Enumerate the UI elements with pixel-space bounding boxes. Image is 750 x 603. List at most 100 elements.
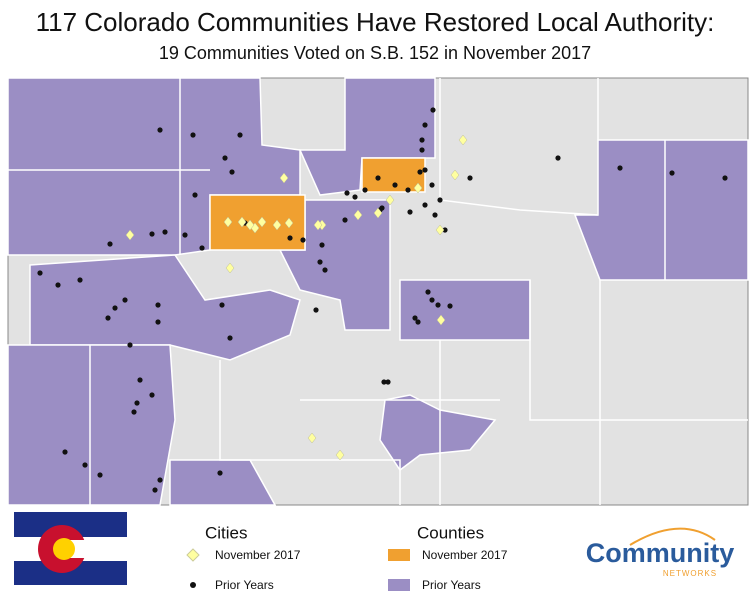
- city-prior: [287, 235, 293, 241]
- city-nov-2017: [284, 217, 294, 229]
- city-prior: [317, 259, 323, 265]
- city-prior: [300, 237, 306, 243]
- city-prior: [429, 182, 435, 188]
- city-prior: [155, 302, 161, 308]
- city-prior: [222, 155, 228, 161]
- city-nov-2017: [413, 182, 423, 194]
- city-prior: [419, 147, 425, 153]
- city-nov-2017: [279, 172, 289, 184]
- legend-title: Counties: [417, 523, 484, 542]
- city-prior: [429, 297, 435, 303]
- city-prior: [62, 449, 68, 455]
- legend-swatch: [388, 549, 410, 561]
- city-prior: [375, 175, 381, 181]
- city-nov-2017: [458, 134, 468, 146]
- city-prior: [617, 165, 623, 171]
- city-prior: [217, 470, 223, 476]
- city-prior: [422, 122, 428, 128]
- city-prior: [192, 192, 198, 198]
- city-prior: [669, 170, 675, 176]
- city-nov-2017: [335, 449, 345, 461]
- city-prior: [227, 335, 233, 341]
- city-prior: [417, 169, 423, 175]
- city-prior: [107, 241, 113, 247]
- city-prior: [199, 245, 205, 251]
- city-prior: [131, 409, 137, 415]
- city-prior: [432, 212, 438, 218]
- logo: Community NETWORKS: [586, 527, 735, 578]
- city-nov-2017: [125, 229, 135, 241]
- city-prior: [344, 190, 350, 196]
- legend-dot: [190, 582, 196, 588]
- city-prior: [82, 462, 88, 468]
- city-prior: [425, 289, 431, 295]
- city-prior: [437, 197, 443, 203]
- city-prior: [190, 132, 196, 138]
- city-prior: [97, 472, 103, 478]
- city-prior: [412, 315, 418, 321]
- city-prior: [342, 217, 348, 223]
- map: [7, 77, 749, 506]
- colorado-flag: [14, 512, 127, 585]
- city-prior: [127, 342, 133, 348]
- subtitle: 19 Communities Voted on S.B. 152 in Nove…: [159, 43, 591, 63]
- city-prior: [55, 282, 61, 288]
- city-prior: [149, 231, 155, 237]
- city-nov-2017: [223, 216, 233, 228]
- city-prior: [157, 477, 163, 483]
- city-nov-2017: [353, 209, 363, 221]
- city-prior: [392, 182, 398, 188]
- city-prior: [422, 167, 428, 173]
- city-prior: [157, 127, 163, 133]
- city-nov-2017: [313, 219, 323, 231]
- city-prior: [405, 187, 411, 193]
- city-prior: [219, 302, 225, 308]
- city-prior: [37, 270, 43, 276]
- city-prior: [555, 155, 561, 161]
- city-nov-2017: [307, 432, 317, 444]
- county-borders: [8, 78, 748, 505]
- city-nov-2017: [245, 219, 255, 231]
- city-prior: [362, 187, 368, 193]
- city-nov-2017: [435, 224, 445, 236]
- city-prior: [352, 194, 358, 200]
- city-prior: [422, 202, 428, 208]
- legend-title: Cities: [205, 523, 248, 542]
- city-prior: [419, 137, 425, 143]
- city-nov-2017: [257, 216, 267, 228]
- city-prior: [722, 175, 728, 181]
- city-prior: [447, 303, 453, 309]
- city-prior: [407, 209, 413, 215]
- city-prior: [237, 132, 243, 138]
- city-nov-2017: [237, 216, 247, 228]
- city-nov-2017: [436, 314, 446, 326]
- city-prior: [435, 302, 441, 308]
- city-nov-2017: [385, 194, 395, 206]
- city-nov-2017: [450, 169, 460, 181]
- logo-subtext: NETWORKS: [663, 569, 717, 578]
- city-prior: [467, 175, 473, 181]
- cities: [37, 107, 728, 493]
- legend-swatch: [388, 579, 410, 591]
- city-prior: [229, 169, 235, 175]
- prior-counties: [7, 77, 749, 506]
- city-prior: [77, 277, 83, 283]
- city-prior: [155, 319, 161, 325]
- city-prior: [105, 315, 111, 321]
- city-prior: [415, 319, 421, 325]
- nov-2017-counties: [209, 157, 426, 251]
- city-prior: [112, 305, 118, 311]
- city-prior: [134, 400, 140, 406]
- legend-label: November 2017: [422, 548, 508, 562]
- city-prior: [162, 229, 168, 235]
- city-nov-2017: [373, 207, 383, 219]
- logo-text: Community: [586, 538, 735, 568]
- legend-label: November 2017: [215, 548, 301, 562]
- city-prior: [137, 377, 143, 383]
- city-prior: [381, 379, 387, 385]
- city-prior: [322, 267, 328, 273]
- city-prior: [152, 487, 158, 493]
- city-prior: [122, 297, 128, 303]
- city-prior: [182, 232, 188, 238]
